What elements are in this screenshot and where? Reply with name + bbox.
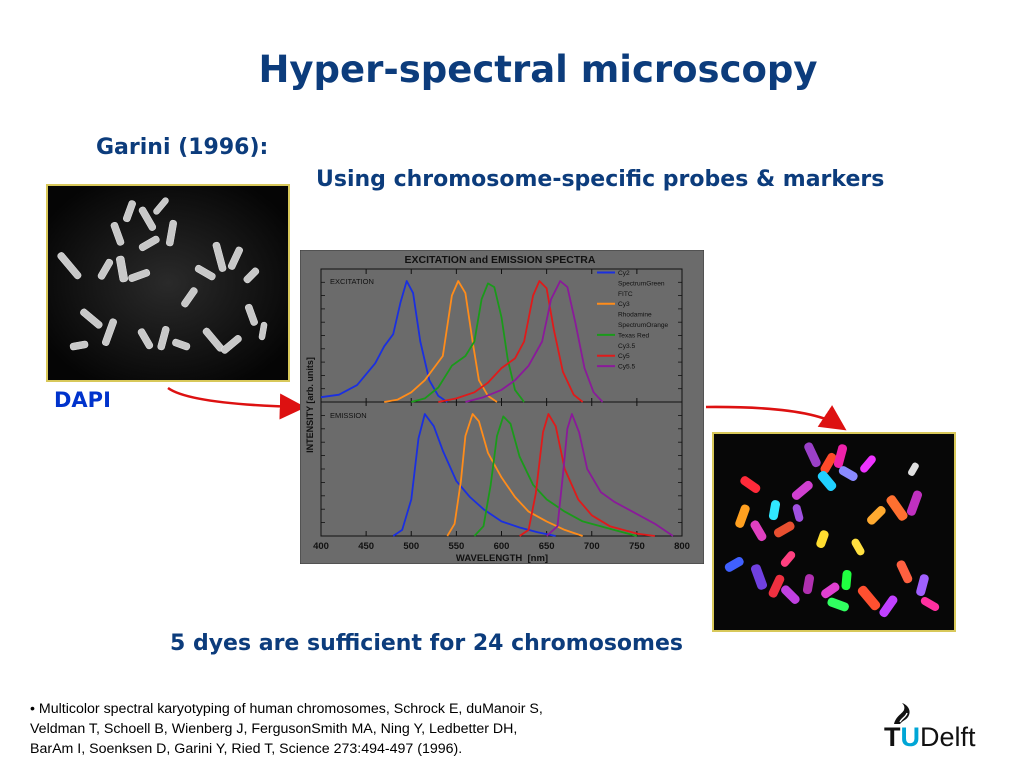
legend-label: Cy3.5 [618, 343, 636, 350]
reference-line-2: Veldman T, Schoell B, Wienberg J, Fergus… [30, 721, 518, 737]
tu-delft-logo[interactable]: TUDelft [884, 702, 1004, 754]
x-tick-label: 400 [313, 541, 329, 552]
emission-curve-5 [545, 413, 674, 537]
bullet-icon: • [30, 701, 35, 717]
arrow-to-spectra [167, 386, 306, 420]
x-tick-label: 800 [674, 541, 690, 552]
dapi-chromosomes-picture [48, 186, 288, 380]
emission-curve-3 [473, 415, 638, 537]
legend-label: Cy5 [618, 353, 630, 360]
excitation-panel-label: EXCITATION [330, 277, 374, 286]
legend-label: FITC [618, 291, 633, 298]
axis-ticks: 400 450 500 550 600 650 700 750 800 [313, 269, 690, 552]
excitation-curve-5 [465, 280, 604, 403]
x-axis-label: WAVELENGTH [nm] [456, 553, 548, 564]
legend-label: Cy2 [618, 270, 630, 277]
flame-icon [894, 703, 910, 724]
slide-title: Hyper-spectral microscopy [258, 48, 818, 91]
slide-subheading: Using chromosome-specific probes & marke… [316, 167, 885, 192]
x-tick-label: 600 [494, 541, 510, 552]
y-axis-label: INTENSITY [arb. units] [305, 357, 315, 453]
dapi-chromosome-image [46, 184, 290, 382]
spectra-chart: EXCITATION and EMISSION SPECTRA EXCITATI… [300, 250, 704, 564]
x-tick-label: 450 [358, 541, 374, 552]
sky-chromosomes-picture [714, 434, 954, 630]
slide-caption: 5 dyes are sufficient for 24 chromosomes [170, 631, 683, 656]
dapi-label: DAPI [54, 388, 111, 412]
logo-u: U [900, 722, 921, 752]
legend-label: SpectrumGreen [618, 280, 665, 287]
x-tick-label: 750 [629, 541, 645, 552]
x-tick-label: 550 [448, 541, 464, 552]
x-tick-label: 500 [403, 541, 419, 552]
chart-title: EXCITATION and EMISSION SPECTRA [405, 254, 596, 266]
logo-delft: Delft [920, 722, 976, 752]
excitation-curve-2 [384, 280, 498, 403]
emission-curve-2 [446, 413, 583, 537]
legend-label: Texas Red [618, 332, 649, 339]
arrow-to-sky-image [705, 405, 847, 431]
legend-label: Rhodamine [618, 312, 652, 319]
chart-legend: Cy2 SpectrumGreen FITC Cy3 Rhodamine Spectrum… [597, 270, 669, 371]
legend-label: Cy3 [618, 301, 630, 308]
legend-label: Cy5.5 [618, 364, 636, 371]
logo-t: T [884, 722, 901, 752]
flow-arrows [167, 386, 847, 431]
excitation-curve-4 [438, 280, 584, 403]
multicolor-karyotype-image [712, 432, 956, 632]
emission-curve-1 [392, 413, 556, 537]
excitation-curve-1 [320, 280, 448, 403]
legend-label: SpectrumOrange [618, 322, 669, 329]
citation-reference: • Multicolor spectral karyotyping of hum… [30, 699, 670, 759]
reference-line-3: BarAm I, Soenksen D, Garini Y, Ried T, S… [30, 741, 463, 757]
spectra-curves [320, 280, 674, 537]
reference-line-1: • Multicolor spectral karyotyping of hum… [30, 701, 543, 717]
chart-background [300, 250, 704, 564]
x-tick-label: 650 [539, 541, 555, 552]
excitation-curve-3 [411, 282, 525, 403]
x-tick-label: 700 [584, 541, 600, 552]
emission-panel-label: EMISSION [330, 411, 367, 420]
emission-curve-4 [519, 413, 656, 537]
slide-subtitle: Garini (1996): [96, 135, 269, 160]
